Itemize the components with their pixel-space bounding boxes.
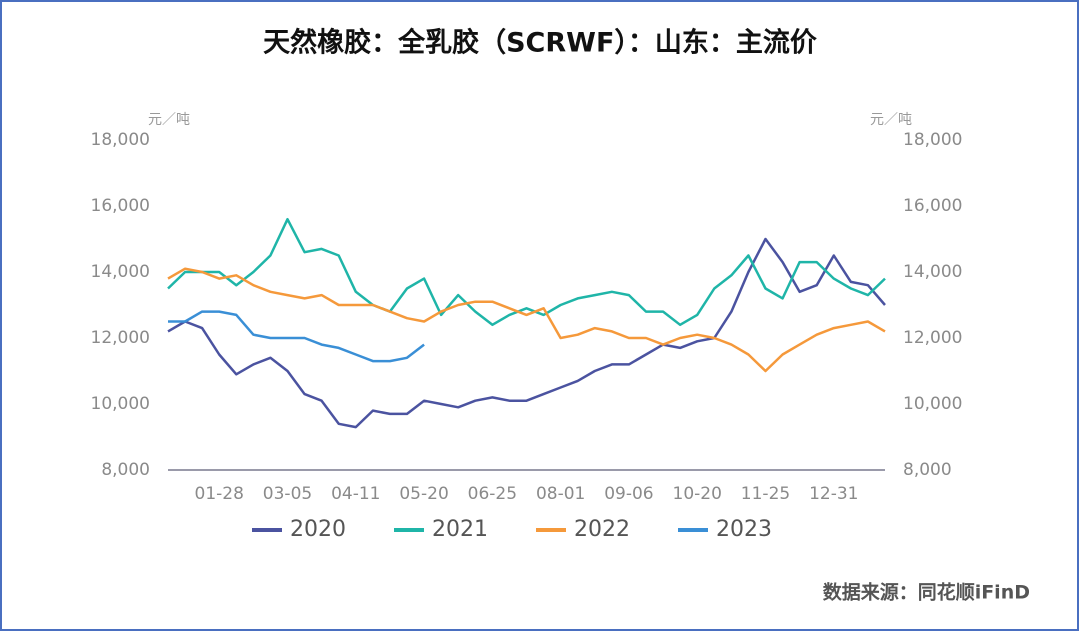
- x-tick-label: 01-28: [195, 484, 244, 504]
- y2-tick-label: 10,000: [903, 394, 962, 414]
- series-line: [167, 237, 886, 429]
- series-line: [167, 217, 886, 327]
- series-line: [167, 267, 886, 373]
- x-tick-label: 10-20: [673, 484, 722, 504]
- x-tick-label: 04-11: [331, 484, 380, 504]
- y2-tick-label: 8,000: [903, 460, 952, 480]
- y-tick-label: 10,000: [91, 394, 150, 414]
- legend-label: 2022: [574, 517, 630, 542]
- y2-tick-label: 12,000: [903, 328, 962, 348]
- x-tick-label: 03-05: [263, 484, 312, 504]
- y-tick-label: 8,000: [101, 460, 150, 480]
- y-tick-label: 14,000: [91, 262, 150, 282]
- x-tick-label: 12-31: [809, 484, 858, 504]
- y-tick-label: 12,000: [91, 328, 150, 348]
- x-tick-label: 09-06: [604, 484, 653, 504]
- y-tick-label: 16,000: [91, 196, 150, 216]
- source: 数据来源：同花顺iFinD: [823, 581, 1030, 604]
- y2-tick-label: 14,000: [903, 262, 962, 282]
- series-line: [168, 310, 425, 363]
- y-axis-label: 元／吨: [148, 112, 190, 128]
- x-tick-label: 05-20: [399, 484, 448, 504]
- y-tick-label: 18,000: [91, 130, 150, 150]
- y2-tick-label: 18,000: [903, 130, 962, 150]
- y2-axis-label: 元／吨: [870, 112, 912, 128]
- x-tick-label: 11-25: [741, 484, 790, 504]
- x-tick-label: 08-01: [536, 484, 585, 504]
- legend-label: 2021: [432, 517, 488, 542]
- legend-label: 2020: [290, 517, 346, 542]
- legend-label: 2023: [716, 517, 772, 542]
- chart-title: 天然橡胶：全乳胶（SCRWF）：山东：主流价: [263, 27, 818, 59]
- x-tick-label: 06-25: [468, 484, 517, 504]
- y2-tick-label: 16,000: [903, 196, 962, 216]
